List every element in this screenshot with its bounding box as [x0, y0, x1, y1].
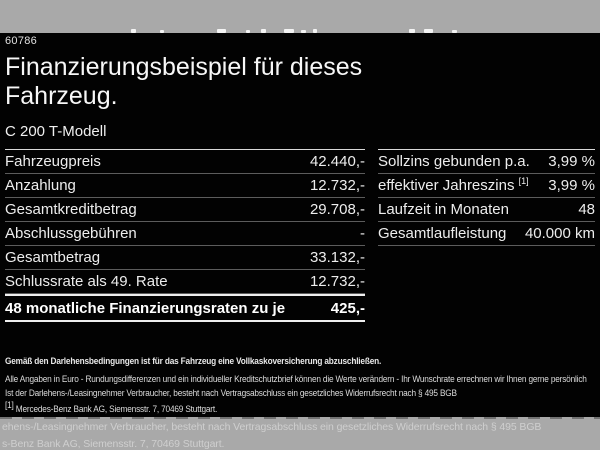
bg-title-fragment [261, 29, 266, 33]
bg-text-fragment-row [0, 417, 600, 419]
row-value: 12.732,- [309, 273, 365, 290]
table-row: effektiver Jahreszins [1] 3,99 % [378, 174, 595, 198]
row-label: Laufzeit in Monaten [378, 201, 509, 218]
table-row: Sollzins gebunden p.a. 3,99 % [378, 150, 595, 174]
row-label: Gesamtbetrag [5, 249, 101, 266]
bg-title-fragment [246, 30, 250, 33]
financing-table: Fahrzeugpreis 42.440,- Anzahlung 12.732,… [5, 149, 365, 322]
bg-title-fragment [131, 29, 136, 33]
row-value: 29.708,- [309, 201, 365, 218]
page-title: Finanzierungsbeispiel für dieses Fahrzeu… [5, 53, 362, 111]
frame-id-label: 60786 [5, 35, 38, 47]
finance-example-panel: 60786 Finanzierungsbeispiel für dieses F… [0, 33, 600, 417]
row-value: 48 [578, 201, 595, 218]
row-label: Gesamtkreditbetrag [5, 201, 137, 218]
table-row: Gesamtkreditbetrag 29.708,- [5, 198, 365, 222]
conditions-table: Sollzins gebunden p.a. 3,99 % effektiver… [378, 149, 595, 246]
table-row: Schlussrate als 49. Rate 12.732,- [5, 270, 365, 294]
table-row: Gesamtlaufleistung 40.000 km [378, 222, 595, 246]
row-label: Abschlussgebühren [5, 225, 137, 242]
table-row: Gesamtbetrag 33.132,- [5, 246, 365, 270]
bg-fineprint-line: s-Benz Bank AG, Siemensstr. 7, 70469 Stu… [2, 438, 225, 450]
bg-title-fragment [301, 30, 306, 33]
bg-title-fragment [217, 29, 226, 33]
footnote-marker: [1] [518, 176, 529, 186]
fine-print-withdrawal-note: Ist der Darlehens-/Leasingnehmer Verbrau… [5, 388, 457, 398]
fine-print-insurance-note: Gemäß den Darlehensbedingungen ist für d… [5, 356, 382, 366]
row-label: Anzahlung [5, 177, 76, 194]
row-label: Fahrzeugpreis [5, 153, 101, 170]
fine-print: Gemäß den Darlehensbedingungen ist für d… [5, 356, 600, 414]
row-value: - [360, 225, 365, 242]
row-value: 3,99 % [548, 177, 595, 194]
row-label: 48 monatliche Finanzierungsraten zu je [5, 299, 286, 317]
row-value: 33.132,- [309, 249, 365, 266]
fine-print-bank-address: [1] Mercedes-Benz Bank AG, Siemensstr. 7… [5, 400, 218, 415]
row-value: 425,- [330, 299, 365, 317]
bg-title-fragment [313, 29, 317, 33]
table-row-monthly-rate: 48 monatliche Finanzierungsraten zu je 4… [5, 294, 365, 322]
table-row: Fahrzeugpreis 42.440,- [5, 150, 365, 174]
table-row: Laufzeit in Monaten 48 [378, 198, 595, 222]
bg-title-fragment [160, 30, 164, 33]
row-value: 3,99 % [548, 153, 595, 170]
page-title-line1: Finanzierungsbeispiel für dieses [5, 53, 363, 81]
bg-title-fragment [409, 29, 415, 33]
row-label: effektiver Jahreszins [1] [378, 176, 529, 195]
row-value: 12.732,- [309, 177, 365, 194]
row-label: Gesamtlaufleistung [378, 225, 507, 242]
bg-fineprint-line: ehens-/Leasingnehmer Verbraucher, besteh… [2, 421, 542, 433]
row-value: 42.440,- [309, 153, 365, 170]
page-title-line2: Fahrzeug. [5, 82, 118, 110]
bg-title-fragment [424, 29, 433, 33]
background-top-bar [0, 0, 600, 33]
table-row: Anzahlung 12.732,- [5, 174, 365, 198]
fine-print-disclaimer: Alle Angaben in Euro - Rundungsdifferenz… [5, 374, 587, 384]
table-row: Abschlussgebühren - [5, 222, 365, 246]
row-label: Sollzins gebunden p.a. [378, 153, 530, 170]
footnote-marker: [1] [5, 400, 14, 410]
bg-title-fragment [452, 30, 457, 33]
row-label: Schlussrate als 49. Rate [5, 273, 168, 290]
background-bottom-strip: ehens-/Leasingnehmer Verbraucher, besteh… [0, 417, 600, 450]
bg-title-fragment [284, 29, 294, 33]
model-label: C 200 T-Modell [5, 123, 107, 140]
row-value: 40.000 km [524, 225, 595, 242]
